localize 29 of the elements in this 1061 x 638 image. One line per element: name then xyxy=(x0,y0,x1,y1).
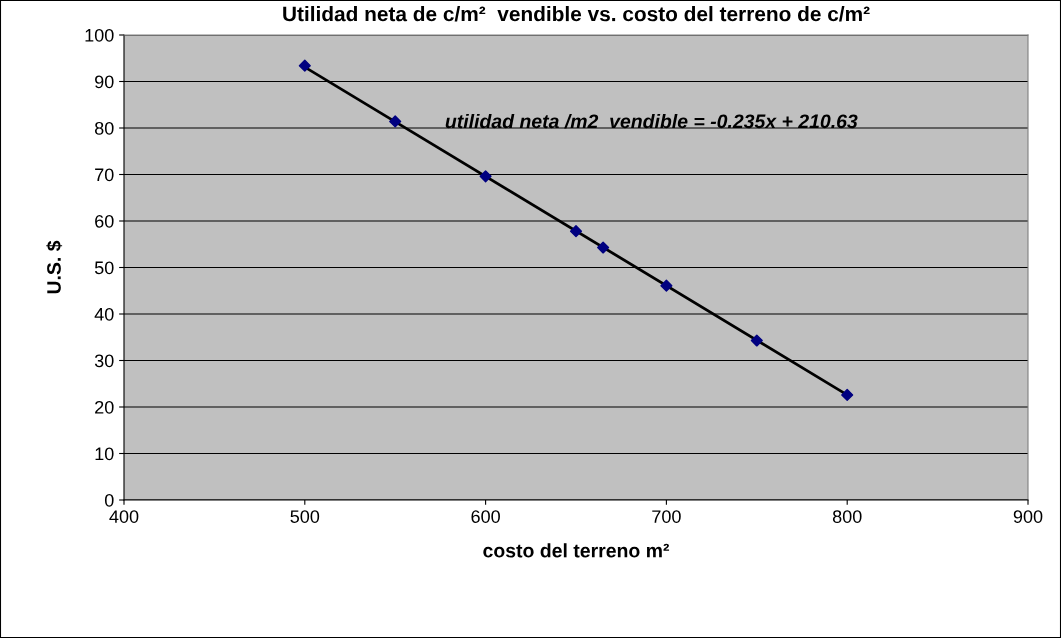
point xyxy=(569,225,583,238)
y-tick-label: 50 xyxy=(94,261,114,275)
y-tick-label: 30 xyxy=(94,354,114,368)
x-tick-label: 500 xyxy=(290,510,320,523)
y-tick-label: 80 xyxy=(94,121,114,135)
y-axis-title: U.S. $ xyxy=(46,240,63,294)
y-tick-label: 60 xyxy=(95,214,114,228)
annotation: utilidad neta /m2 vendible = -0.235x + 210.63 xyxy=(445,113,858,129)
x-tick-label: 700 xyxy=(652,510,681,523)
y-tick-label: 0 xyxy=(104,493,114,507)
y-tick-label: 70 xyxy=(95,168,114,182)
x-tick-label: 400 xyxy=(109,510,139,523)
x-axis-title: costo del terreno m² xyxy=(483,543,670,558)
point xyxy=(479,170,492,183)
point xyxy=(597,241,610,254)
point xyxy=(298,59,311,72)
x-tick-label: 900 xyxy=(1013,510,1043,523)
chart-title: Utilidad neta de c/m² vendible vs. costo del terreno de c/m² xyxy=(283,6,870,22)
point xyxy=(750,334,763,347)
point xyxy=(841,388,854,401)
point xyxy=(660,279,673,292)
y-tick-label: 20 xyxy=(95,400,114,414)
y-tick-label: 90 xyxy=(95,75,114,89)
y-tick-label: 10 xyxy=(95,447,114,461)
point xyxy=(389,115,402,128)
x-tick-label: 800 xyxy=(832,510,862,523)
y-tick-label: 40 xyxy=(94,307,114,321)
y-tick-label: 100 xyxy=(85,28,114,42)
x-tick-label: 600 xyxy=(471,510,500,523)
